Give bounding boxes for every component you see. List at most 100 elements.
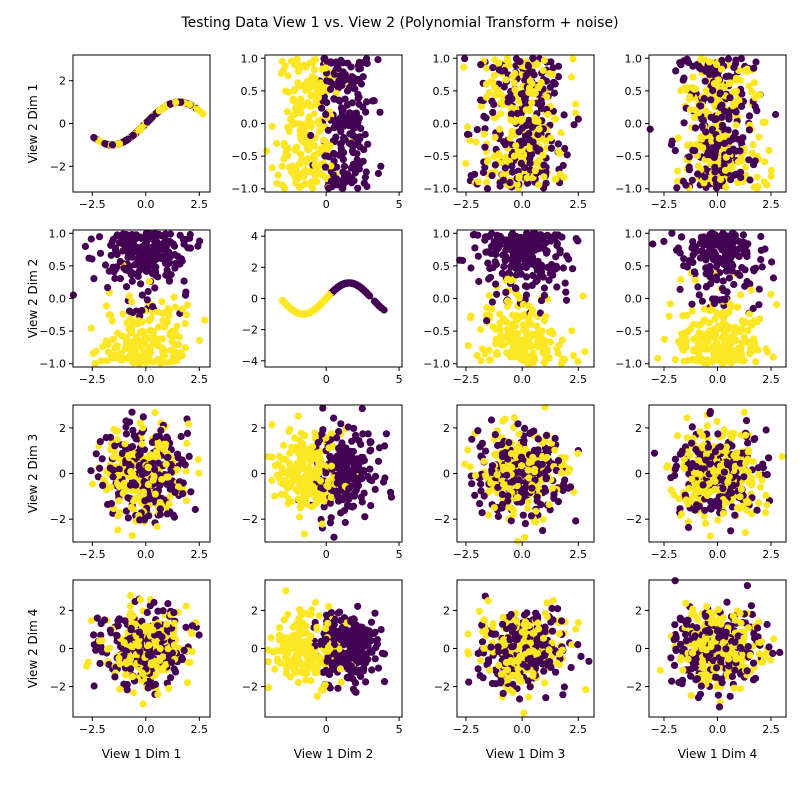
scatter-point [531,114,539,122]
scatter-point [755,133,763,141]
scatter-point [498,91,506,99]
scatter-point [333,284,341,292]
scatter-point [310,66,318,74]
scatter-point [337,140,345,148]
scatter-point [170,513,178,521]
scatter-point [530,446,539,454]
scatter-point [741,266,749,274]
scatter-point [705,264,713,272]
scatter-point [686,106,695,114]
scatter-point [650,449,659,457]
scatter-point [296,504,304,512]
scatter-point [342,444,350,452]
scatter-point [689,355,697,363]
scatter-point [539,527,547,535]
scatter-point [555,148,563,156]
scatter-point [287,463,295,472]
scatter-point [472,138,480,146]
scatter-point [295,513,304,521]
scatter-point [294,495,302,503]
y-tick-label: −0.5 [423,325,450,338]
scatter-point [491,161,499,169]
y-tick-label: −1.0 [423,358,450,371]
scatter-point [492,340,500,348]
scatter-point [357,467,365,476]
scatter-point [521,97,529,105]
scatter-point [108,141,117,149]
scatter-point [514,493,522,502]
scatter-point [559,486,567,495]
scatter-point [291,98,300,106]
scatter-point [767,172,775,180]
scatter-point [89,480,97,488]
subplot-r0-c1: 0 51.00.50.0−0.5−1.0 [231,52,402,211]
scatter-point [151,409,159,417]
scatter-point [330,149,338,157]
scatter-point [493,290,501,298]
scatter-point [186,234,194,242]
scatter-point [526,155,534,163]
scatter-point [318,430,326,438]
scatter-point [563,151,571,159]
scatter-point [364,140,372,148]
scatter-point [556,170,564,178]
scatter-point [507,517,515,525]
scatter-point [705,58,714,66]
scatter-point [490,504,498,512]
scatter-point [287,57,295,65]
scatter-point [300,61,308,69]
scatter-point [743,250,751,258]
scatter-point [326,519,334,527]
y-tick-label: 1.0 [241,52,259,65]
scatter-point [301,123,309,131]
scatter-point [700,179,708,187]
scatter-point [144,480,152,489]
scatter-point [703,338,711,346]
scatter-point [508,229,517,237]
scatter-point [175,341,183,349]
scatter-point [330,533,338,541]
scatter-point [673,184,681,192]
scatter-point [286,115,294,123]
scatter-point [745,126,754,134]
scatter-point [490,71,498,79]
scatter-point [509,237,517,245]
scatter-point [141,497,149,505]
scatter-point [768,258,776,266]
scatter-point [170,293,178,301]
scatter-point [166,329,174,337]
scatter-point [300,530,309,538]
scatter-point [315,496,323,504]
scatter-point [156,107,164,115]
scatter-point [535,125,543,133]
scatter-point [128,532,136,540]
y-tick-label: 2 [251,261,258,274]
scatter-point [370,297,379,305]
scatter-point [553,283,561,291]
scatter-point [147,252,155,260]
scatter-point [554,457,563,465]
scatter-point [688,307,696,315]
y-tick-label: −1.0 [423,183,450,196]
scatter-point [524,179,532,187]
scatter-point [722,242,730,250]
y-tick-label: 0.0 [241,118,259,131]
scatter-point [478,509,486,517]
scatter-point [288,443,296,451]
x-tick-label: 2.5 [762,198,780,211]
scatter-point [481,236,489,244]
scatter-point [546,338,555,346]
scatter-point [143,296,151,304]
scatter-point [277,69,285,77]
scatter-point [371,485,379,493]
scatter-point [746,176,754,184]
scatter-point [81,242,89,250]
scatter-point [668,137,676,145]
scatter-point [726,137,734,145]
scatter-point [126,315,134,323]
scatter-point [540,358,548,367]
scatter-point [507,110,516,118]
scatter-point [341,95,349,103]
scatter-point [506,178,514,187]
scatter-point [551,175,559,183]
